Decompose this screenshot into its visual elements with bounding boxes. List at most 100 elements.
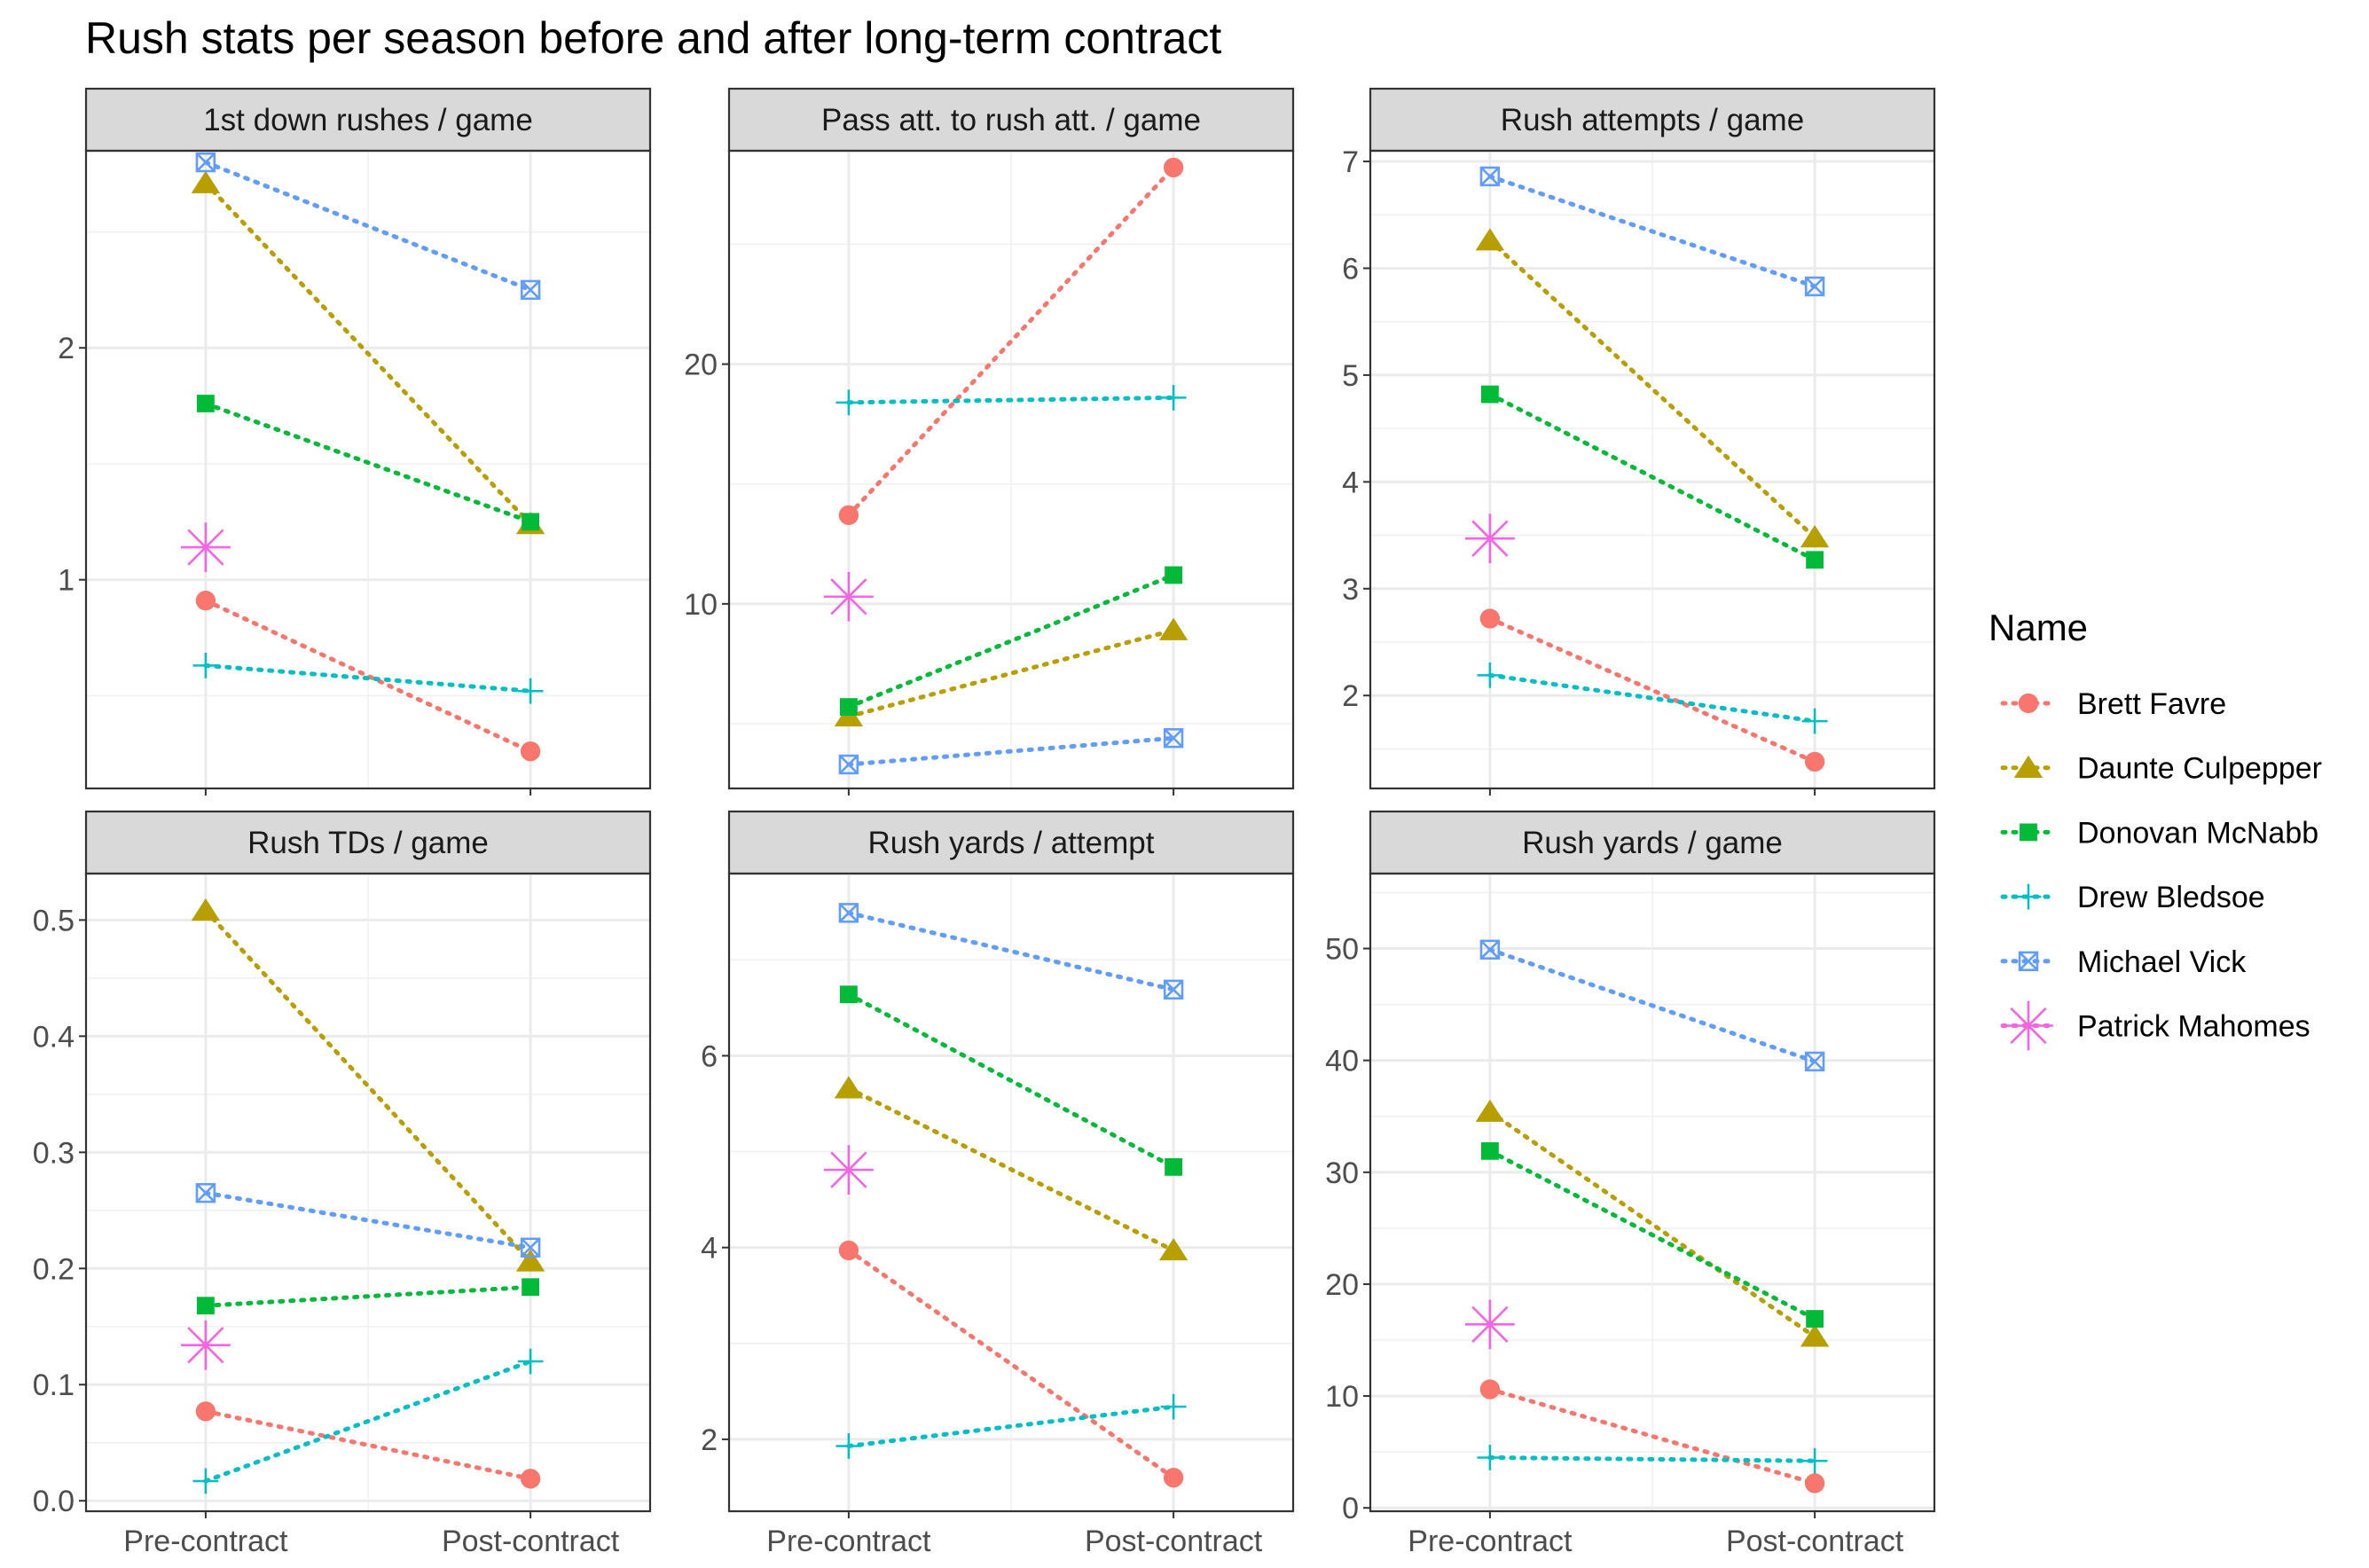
y-tick-label: 4 <box>1342 466 1359 499</box>
gridlines <box>86 151 650 788</box>
y-tick-label: 20 <box>1325 1268 1359 1302</box>
y-tick-label: 30 <box>1325 1156 1359 1190</box>
x-tick-label: Pre-contract <box>123 1525 288 1558</box>
series-line <box>203 1284 533 1308</box>
series-brett-favre <box>838 157 1184 526</box>
series-line <box>203 908 533 1264</box>
series-michael-vick <box>1479 166 1825 297</box>
x-axis <box>847 788 1175 796</box>
data-point <box>1163 157 1184 178</box>
y-axis: 0 10 20 30 40 50 <box>1325 933 1370 1525</box>
data-point <box>192 653 219 678</box>
y-tick-label: 0.1 <box>33 1368 75 1402</box>
strip-label: Rush yards / attempt <box>868 826 1155 860</box>
data-point <box>839 698 858 716</box>
data-point <box>195 152 216 173</box>
data-point <box>1806 551 1824 569</box>
series-patrick-mahomes <box>1464 1299 1515 1350</box>
series-daunte-culpepper <box>1475 228 1830 548</box>
y-tick-label: 50 <box>1325 933 1359 967</box>
legend-label: Daunte Culpepper <box>2077 752 2322 786</box>
data-point <box>520 741 541 762</box>
series-patrick-mahomes <box>180 522 231 572</box>
series-line <box>1487 392 1817 562</box>
data-point <box>195 591 216 611</box>
data-point <box>1480 1141 1499 1160</box>
legend-key-symbol <box>2020 823 2037 842</box>
data-point <box>1480 385 1499 404</box>
series-michael-vick <box>838 903 1184 1000</box>
series-daunte-culpepper <box>1475 1099 1830 1347</box>
data-point <box>1475 1099 1505 1122</box>
strip-background <box>1369 810 1936 875</box>
y-tick-label: 10 <box>684 588 718 622</box>
series-drew-bledsoe <box>192 1348 544 1494</box>
series-brett-favre <box>838 1240 1184 1488</box>
legend-item-brett-favre: Brett Favre <box>2000 687 2226 721</box>
data-point <box>1477 662 1503 688</box>
series-donovan-mcnabb <box>839 566 1183 716</box>
series-line <box>846 1404 1176 1448</box>
series-line <box>203 1408 533 1481</box>
y-tick-label: 2 <box>58 332 75 365</box>
series-drew-bledsoe <box>835 1393 1187 1459</box>
x-axis <box>1488 788 1816 796</box>
data-point <box>180 522 231 572</box>
data-point <box>838 754 859 775</box>
legend: Name Brett Favre Daunte Culpepper Donovan … <box>1989 607 2322 1051</box>
series-layer <box>1464 166 1830 772</box>
gridlines <box>1370 874 1934 1511</box>
data-point <box>823 1145 874 1195</box>
series-drew-bledsoe <box>192 653 544 704</box>
x-tick-label: Pre-contract <box>1408 1525 1573 1558</box>
series-brett-favre <box>195 1401 541 1489</box>
data-point <box>1479 939 1501 960</box>
y-tick-label: 20 <box>684 349 718 382</box>
gridlines <box>729 874 1293 1511</box>
data-point <box>839 985 858 1004</box>
series-layer <box>1464 939 1830 1494</box>
series-patrick-mahomes <box>1464 514 1515 564</box>
legend-key-symbol <box>2018 693 2039 714</box>
y-axis: 0.0 0.1 0.2 0.3 0.4 0.5 <box>33 904 86 1518</box>
panel-rush-tds-game: Rush TDs / game 0.0 0.1 0.2 0.3 0.4 0.5 Pre-con… <box>33 810 652 1558</box>
y-axis: 2 4 6 <box>701 1039 729 1457</box>
series-line <box>203 1190 533 1250</box>
data-point <box>1479 608 1501 629</box>
y-tick-label: 6 <box>701 1039 718 1073</box>
y-tick-label: 40 <box>1325 1045 1359 1078</box>
y-tick-label: 6 <box>1342 252 1359 286</box>
x-axis: Pre-contract Post-contract <box>123 1511 620 1558</box>
data-point <box>1477 1445 1503 1470</box>
data-point <box>520 1469 541 1489</box>
series-line <box>1487 1149 1817 1321</box>
strip-label: Rush yards / game <box>1522 826 1783 860</box>
data-point <box>1160 385 1187 411</box>
gridlines <box>86 874 650 1511</box>
data-point <box>1801 708 1828 734</box>
y-tick-label: 4 <box>701 1232 718 1266</box>
strip-background <box>1369 87 1936 153</box>
data-point <box>517 1348 544 1375</box>
data-point <box>1163 1467 1184 1488</box>
series-brett-favre <box>1479 1379 1825 1494</box>
series-donovan-mcnabb <box>1480 1141 1824 1328</box>
series-line <box>1487 1109 1817 1339</box>
data-point <box>191 898 221 921</box>
series-drew-bledsoe <box>835 385 1187 416</box>
data-point <box>1804 1051 1825 1072</box>
panel-border <box>84 872 652 1513</box>
y-tick-label: 0.0 <box>33 1485 75 1518</box>
series-line <box>846 735 1176 767</box>
series-donovan-mcnabb <box>196 1278 540 1315</box>
series-line <box>846 992 1176 1170</box>
y-axis: 12 <box>58 332 86 598</box>
series-line <box>846 572 1176 710</box>
data-point <box>835 1433 862 1459</box>
data-point <box>834 1076 864 1099</box>
data-point <box>191 170 221 193</box>
panel-border <box>727 149 1295 790</box>
series-line <box>846 1086 1176 1253</box>
